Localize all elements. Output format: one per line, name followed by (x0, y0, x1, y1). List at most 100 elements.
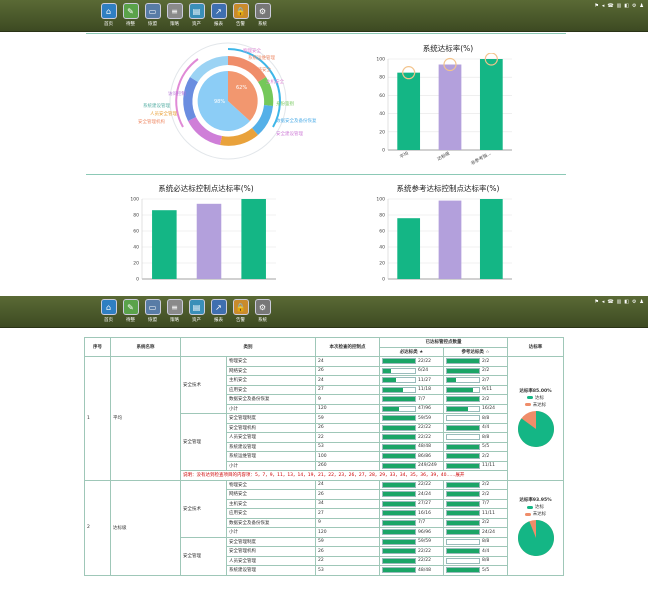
cell-points: 26 (315, 546, 380, 557)
cell-ref: 11/11 (443, 460, 508, 471)
progress-text: 16/16 (418, 510, 431, 516)
cell-system-name[interactable]: 平均 (110, 356, 181, 481)
cell-system-name[interactable]: 达标级 (110, 479, 181, 576)
toolbar-item-home[interactable]: ⌂ 首页 (100, 3, 117, 27)
tray-icon[interactable]: ♟ (639, 3, 644, 9)
y-tick-label: 100 (130, 197, 139, 203)
tray-icon[interactable]: ◧ (624, 3, 630, 9)
table-row: 系统建设管理 53 48/48 5/5 (85, 565, 564, 576)
pie-slice-pass (517, 520, 554, 556)
toolbar-item-gear[interactable]: ⚙ 系统 (254, 299, 271, 323)
legend-label: 未达标 (532, 402, 547, 408)
progress-bar (446, 500, 480, 507)
tray-icon[interactable]: ♟ (639, 299, 644, 305)
tray-icon[interactable]: ▥ (616, 299, 622, 305)
table-row: 1 平均 安全技术 物理安全 24 22/22 2/2 达标率85.00% 达标 未达标 (84, 356, 564, 481)
chart-title: 系统必达标控制点达标率(%) (158, 184, 254, 193)
cell-item: 数据安全及备份恢复 (226, 394, 316, 405)
bar[interactable] (438, 64, 462, 150)
tray-icon[interactable]: ◂ (601, 299, 605, 305)
progress-fill (447, 492, 479, 496)
toolbar-item-monitor[interactable]: ▭ 恢盟 (144, 299, 161, 323)
progress-text: 11/11 (482, 510, 495, 516)
tray-icon[interactable]: ☎ (607, 299, 614, 305)
toolbar-item-chart[interactable]: ↗ 报表 (210, 3, 227, 27)
cell-item: 网络安全 (226, 365, 316, 376)
bar-highlight-marker (443, 57, 457, 72)
tray-icon[interactable]: ☎ (607, 3, 614, 9)
tray-icon[interactable]: ⚑ (594, 299, 599, 305)
bar-chart-ref-rate[interactable]: 0 20 40 60 80 100 (368, 193, 518, 297)
progress-text: 48/48 (418, 567, 431, 573)
bar[interactable] (479, 199, 503, 279)
tray-icon[interactable]: ◧ (624, 299, 630, 305)
bar-chart-must-rate[interactable]: 0 20 40 60 80 100 (122, 193, 282, 297)
tray-icon[interactable]: ▥ (616, 3, 622, 9)
progress-fill (447, 530, 479, 534)
tray-icon[interactable]: ◂ (601, 3, 605, 9)
bar[interactable] (152, 210, 177, 279)
toolbar-item-clipboard[interactable]: ✎ 待整 (122, 3, 139, 27)
progress-text: 22/22 (418, 548, 431, 554)
cell-must: 24/24 (379, 489, 444, 500)
progress-text: 48/48 (418, 444, 431, 449)
cell-points: 22 (315, 555, 380, 566)
tray-icon[interactable]: ⚑ (594, 3, 599, 9)
rate-pie-chart[interactable] (516, 409, 556, 449)
toolbar-item-chart[interactable]: ↗ 报表 (210, 299, 227, 323)
divider (86, 33, 566, 34)
tray-icon[interactable]: ⚙ (632, 3, 637, 9)
legend-swatch (527, 505, 533, 509)
col-category: 类别 (180, 337, 316, 357)
cell-item: 物理安全 (226, 356, 316, 367)
bar-chart-system-rate[interactable]: 0 20 40 60 80 100 平均 达标级 非参考指... (368, 53, 518, 168)
bar[interactable] (397, 218, 421, 279)
toolbar-item-document[interactable]: ≡ 策略 (166, 3, 183, 27)
toolbar-item-clipboard[interactable]: ✎ 待整 (122, 299, 139, 323)
bar[interactable] (196, 203, 222, 279)
progress-bar (446, 491, 480, 497)
progress-fill (447, 520, 479, 525)
pie-legend-item[interactable]: 未达标 (524, 511, 546, 517)
toolbar-item-home[interactable]: ⌂ 首页 (100, 299, 117, 323)
toolbar-item-document[interactable]: ≡ 策略 (166, 299, 183, 323)
pie-legend-item[interactable]: 未达标 (524, 402, 547, 408)
progress-text: 2/2 (482, 453, 490, 459)
ring-segments (183, 56, 274, 146)
toolbar-label: 首页 (104, 22, 113, 27)
cell-points: 9 (315, 517, 380, 528)
toolbar-item-server[interactable]: ▤ 资产 (188, 3, 205, 27)
note-text[interactable]: 说明：没有达到检查项目的内容项：5，7，9，11，13，14，19，21，22，… (180, 470, 508, 481)
pie-legend-item[interactable]: 达标 (527, 395, 544, 401)
tray-icon[interactable]: ⚙ (632, 299, 637, 305)
rate-pie-chart[interactable] (516, 518, 556, 558)
inner-right-label: 62% (236, 85, 247, 91)
toolbar-item-monitor[interactable]: ▭ 恢盟 (144, 3, 161, 27)
progress-text: 6/24 (418, 368, 429, 373)
donut-label: 访问控制 (168, 90, 186, 97)
cell-must: 86/86 (379, 451, 444, 462)
legend-label: 达标 (535, 395, 544, 401)
cell-ref: 2/2 (443, 394, 508, 405)
chart-title: 系统参考达标控制点达标率(%) (396, 184, 500, 193)
progress-text: 27/27 (418, 501, 431, 506)
toolbar-item-lock[interactable]: 🔒 告警 (232, 3, 249, 27)
bar[interactable] (241, 199, 266, 279)
progress-text: 8/8 (482, 434, 490, 440)
progress-text: 249/249 (418, 463, 437, 468)
cell-must: 22/22 (379, 555, 444, 566)
bar[interactable] (438, 200, 462, 279)
toolbar-item-lock[interactable]: 🔒 告警 (232, 299, 249, 323)
y-tick-label: 100 (376, 197, 385, 203)
toolbar-item-gear[interactable]: ⚙ 系统 (254, 3, 271, 27)
monitor-icon: ▭ (144, 3, 161, 19)
bar[interactable] (397, 72, 421, 150)
bar[interactable] (479, 59, 503, 150)
toolbar-item-server[interactable]: ▤ 资产 (188, 299, 205, 323)
cell-points: 53 (315, 441, 380, 452)
pie-legend-item[interactable]: 达标 (527, 504, 544, 510)
progress-text: 4/4 (482, 425, 490, 430)
toolbar-label: 系统 (258, 318, 267, 323)
cell-must: 22/22 (379, 432, 444, 443)
